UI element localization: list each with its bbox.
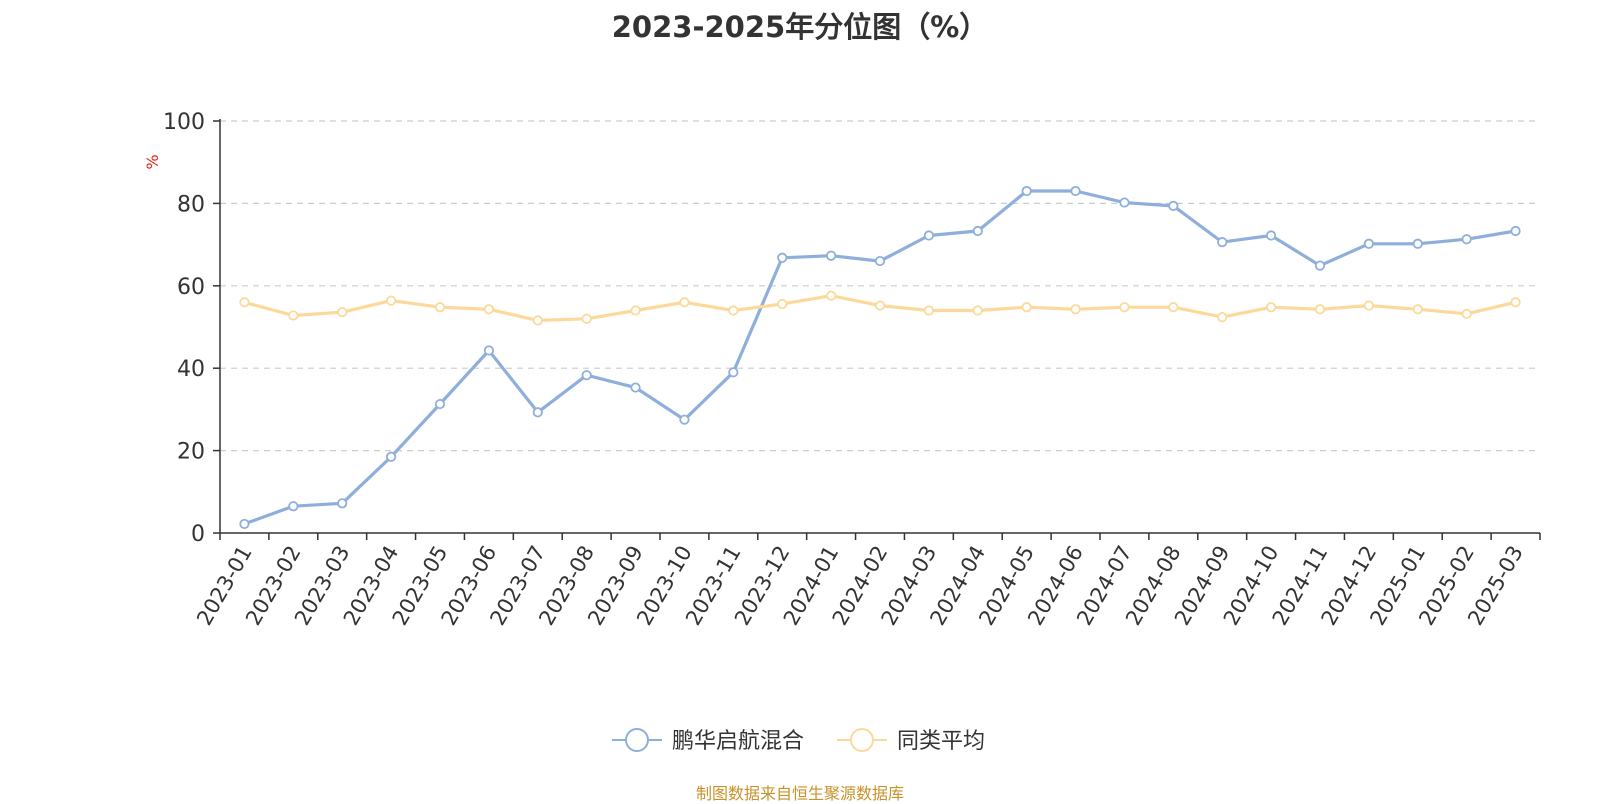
data-point (337, 498, 348, 509)
data-point (1266, 230, 1277, 241)
data-point (826, 250, 837, 261)
data-point (532, 407, 543, 418)
data-point (1510, 297, 1521, 308)
grid-lines (220, 120, 1540, 452)
data-point (972, 305, 983, 316)
data-point (1412, 304, 1423, 315)
data-point (1363, 300, 1374, 311)
data-point (630, 305, 641, 316)
data-point (923, 305, 934, 316)
data-point (1021, 185, 1032, 197)
data-point (337, 307, 348, 318)
data-point (679, 297, 690, 308)
data-point (434, 398, 446, 410)
data-point (483, 345, 494, 356)
data-point (874, 300, 886, 311)
legend-swatch-marker[interactable] (850, 728, 874, 752)
data-point (777, 298, 788, 310)
data-point (1461, 308, 1472, 319)
data-point (239, 518, 250, 530)
chart-title: 2023-2025年分位图（%） (611, 10, 989, 44)
data-point (581, 370, 592, 381)
data-point (1412, 238, 1423, 249)
legend-label[interactable]: 鹏华启航混合 (672, 729, 804, 754)
data-point (386, 451, 397, 462)
legend-label[interactable]: 同类平均 (897, 729, 985, 754)
data-point (581, 313, 592, 324)
data-point (1021, 302, 1032, 313)
data-point (386, 295, 397, 306)
y-tick-label: 60 (177, 275, 205, 300)
data-point (1168, 302, 1179, 313)
data-point (728, 367, 739, 378)
legend-swatch-marker[interactable] (625, 728, 649, 752)
data-point (728, 305, 739, 316)
data-point (1461, 234, 1472, 245)
data-point (288, 310, 299, 321)
y-tick-label: 80 (177, 192, 205, 217)
source-note: 制图数据来自恒生聚源数据库 (695, 784, 904, 803)
y-tick-label: 40 (177, 357, 205, 382)
data-point (972, 225, 983, 237)
data-point (1314, 260, 1326, 271)
series-lines (239, 185, 1521, 530)
data-point (532, 315, 543, 326)
data-point (483, 304, 494, 315)
data-point (923, 230, 934, 241)
data-point (1168, 200, 1179, 211)
series-line-0 (243, 189, 1516, 526)
data-point (434, 302, 446, 313)
y-tick-label: 20 (177, 440, 205, 465)
data-point (826, 290, 837, 301)
data-point (1217, 237, 1228, 248)
data-point (874, 255, 886, 267)
data-point (1217, 312, 1228, 323)
data-point (1363, 238, 1374, 249)
y-axis-unit-label: % (143, 154, 162, 169)
data-point (1510, 225, 1521, 237)
data-point (1266, 302, 1277, 313)
data-point (288, 501, 299, 512)
y-tick-label: 0 (191, 522, 205, 547)
data-point (1119, 302, 1130, 313)
y-tick-label: 100 (163, 110, 205, 135)
data-point (1070, 185, 1081, 197)
data-point (239, 297, 250, 308)
legend[interactable]: 鹏华启航混合 同类平均 (612, 728, 985, 754)
data-point (1119, 197, 1130, 208)
data-point (1070, 304, 1081, 315)
data-point (777, 252, 788, 263)
data-point (1314, 304, 1326, 315)
axes: 0204060801002023-012023-022023-032023-04… (163, 110, 1541, 629)
data-point (630, 382, 641, 393)
data-point (679, 414, 690, 425)
